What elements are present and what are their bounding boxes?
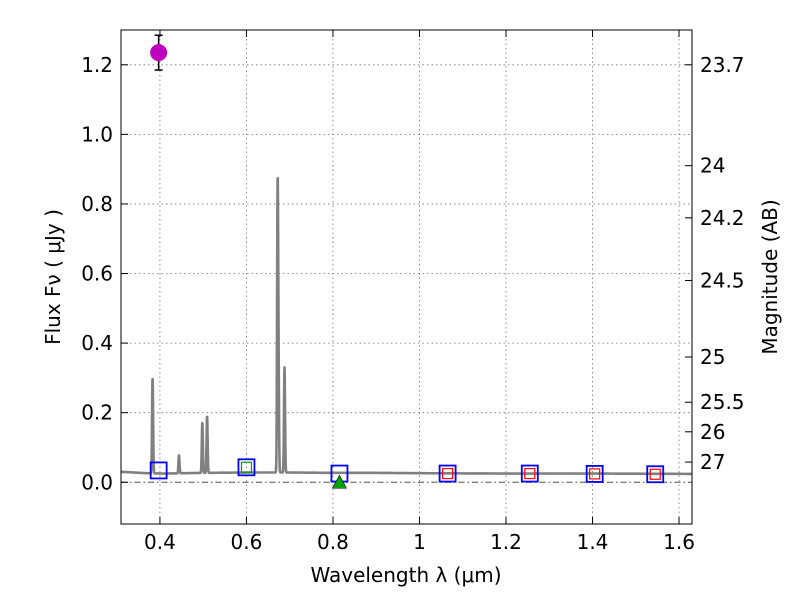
- magnitude-tick-label: 24: [700, 154, 725, 178]
- model-photometry-point: [438, 464, 457, 483]
- axis-ticks: 0.4 0.6 0.8 1 1.2 1.4 1.6 0.0 0.2 0.4 0.6 0.8 1.0 1.2…: [81, 30, 745, 554]
- model-photometry-point: [237, 458, 256, 477]
- model-photometry-point: [646, 465, 665, 484]
- y-axis-label: Flux Fν ( μJy ): [41, 209, 65, 345]
- model-photometry-point: [585, 465, 604, 483]
- measured-flux-point: [150, 44, 168, 62]
- x-axis-label: Wavelength λ (μm): [310, 563, 501, 587]
- y-tick-label: 0.0: [81, 470, 113, 494]
- y-tick-label: 0.8: [81, 192, 113, 216]
- observed-photometry-point: [240, 461, 253, 473]
- y-tick-label: 0.4: [81, 331, 113, 355]
- data-markers: [149, 34, 665, 489]
- x-tick-label: 0.4: [144, 530, 176, 554]
- observed-photometry-point: [441, 467, 454, 480]
- magnitude-tick-label: 25.5: [700, 390, 745, 414]
- y-tick-label: 1.0: [81, 122, 113, 146]
- y-tick-label: 1.2: [81, 53, 113, 77]
- x-tick-label: 1.6: [663, 530, 695, 554]
- y-tick-label: 0.2: [81, 401, 113, 425]
- x-tick-label: 1: [413, 530, 426, 554]
- x-tick-label: 1.4: [577, 530, 609, 554]
- y2-axis-label: Magnitude (AB): [758, 199, 782, 354]
- observed-photometry-point: [589, 468, 601, 480]
- sed-model-line: [119, 176, 694, 476]
- observed-photometry-point: [524, 467, 536, 480]
- magnitude-tick-label: 25: [700, 345, 725, 369]
- magnitude-tick-label: 27: [700, 450, 725, 474]
- model-photometry-point: [149, 461, 168, 480]
- plot-frame: [120, 29, 693, 525]
- x-tick-label: 0.8: [317, 530, 349, 554]
- x-tick-label: 1.2: [490, 530, 522, 554]
- x-tick-label: 0.6: [231, 530, 263, 554]
- observed-photometry-point: [649, 468, 661, 480]
- y-tick-label: 0.6: [81, 262, 113, 286]
- magnitude-tick-label: 24.2: [700, 206, 745, 230]
- magnitude-tick-label: 24.5: [700, 268, 745, 292]
- magnitude-tick-label: 26: [700, 420, 725, 444]
- model-photometry-point: [520, 464, 539, 483]
- magnitude-tick-label: 23.7: [700, 53, 745, 77]
- upper-limit-marker: [331, 474, 347, 489]
